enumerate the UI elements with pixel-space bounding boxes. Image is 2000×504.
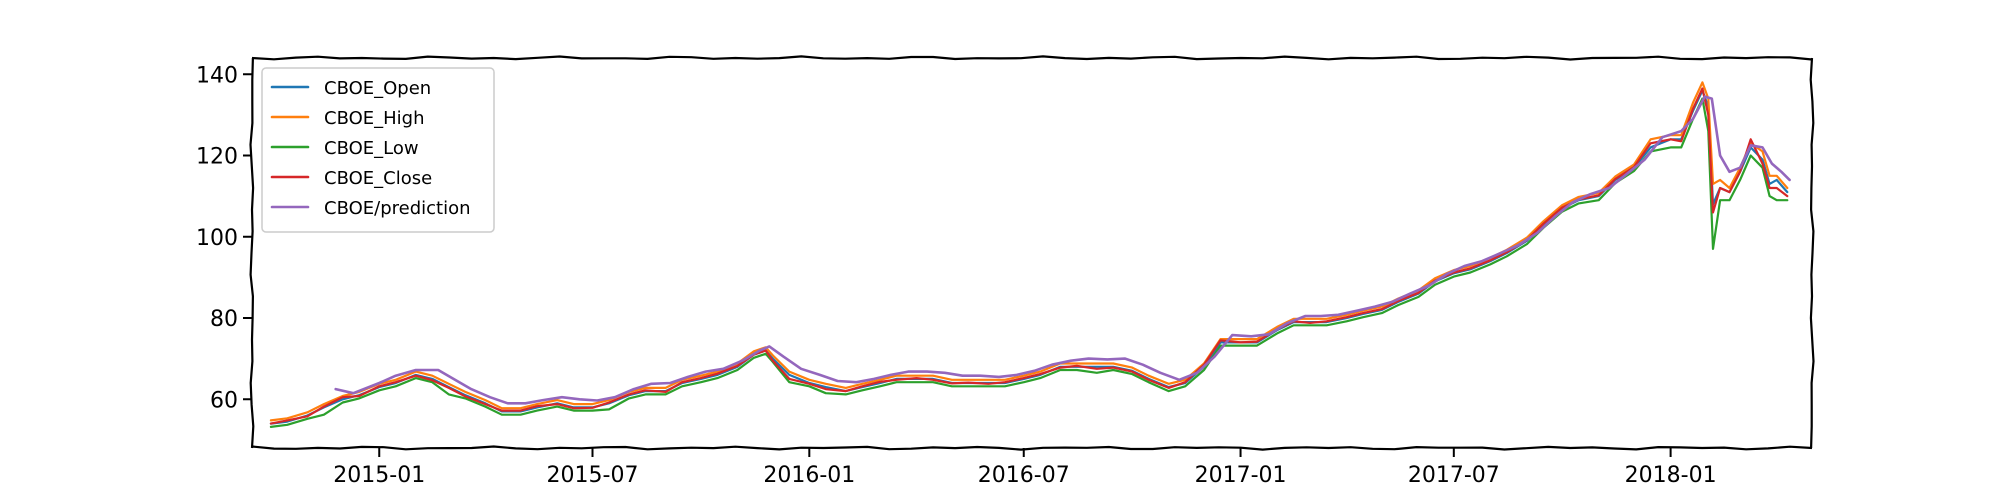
x-tick-label: 2017-01 <box>1195 463 1287 488</box>
legend-label: CBOE_Open <box>324 78 431 99</box>
x-tick-label: 2016-07 <box>978 463 1070 488</box>
legend-label: CBOE_High <box>324 108 425 129</box>
y-tick-label: 120 <box>196 145 238 170</box>
plot-border-left <box>249 57 255 449</box>
series-line-cboe-high <box>269 81 1789 422</box>
series-line-cboe-close <box>269 87 1789 425</box>
plot-border-bottom <box>251 445 1813 451</box>
legend-label: CBOE_Close <box>324 168 432 189</box>
series-line-cboe-prediction <box>334 95 1791 405</box>
x-tick-label: 2016-01 <box>763 463 855 488</box>
plot-border-right <box>1809 57 1815 449</box>
x-tick-label: 2018-01 <box>1625 463 1717 488</box>
x-tick-label: 2017-07 <box>1408 463 1500 488</box>
x-tick-label: 2015-07 <box>547 463 639 488</box>
series-line-cboe-low <box>269 97 1789 428</box>
x-axis: 2015-01 2015-07 2016-01 2016-07 2017-01 2017-… <box>333 448 1717 488</box>
x-tick-label: 2015-01 <box>333 463 425 488</box>
legend-label: CBOE_Low <box>324 138 419 159</box>
y-axis: 60 80 100 120 140 <box>196 63 252 413</box>
series-layer <box>269 81 1791 428</box>
y-tick-label: 80 <box>210 307 238 332</box>
legend-label: CBOE/prediction <box>324 198 471 219</box>
y-tick-label: 140 <box>196 63 238 88</box>
y-tick-label: 60 <box>210 388 238 413</box>
legend: CBOE_Open CBOE_High CBOE_Low CBOE_Close CBOE… <box>261 67 495 233</box>
plot-border-top <box>251 55 1813 61</box>
plot-frame <box>249 55 1815 451</box>
y-tick-label: 100 <box>196 226 238 251</box>
legend-box <box>261 67 495 233</box>
